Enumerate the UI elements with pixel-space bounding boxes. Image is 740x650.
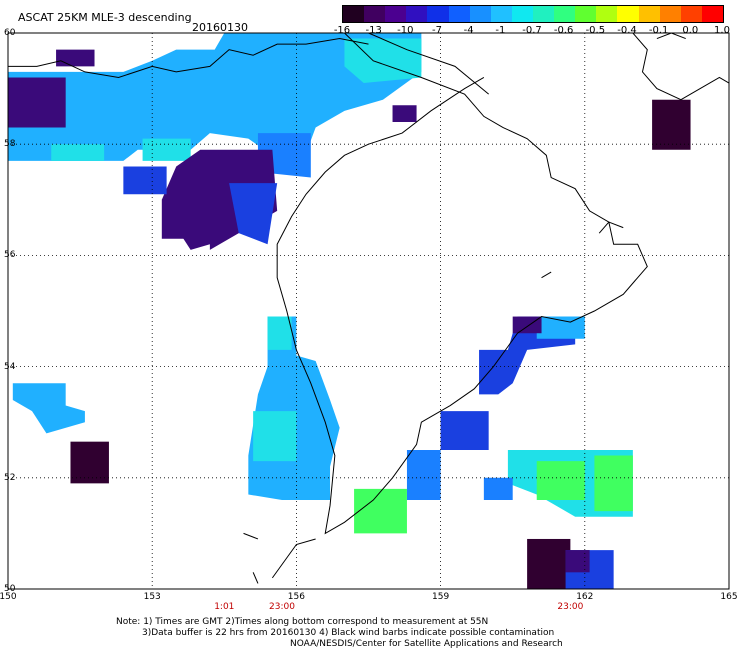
data-swaths [8,33,691,589]
wind-swath [392,105,417,122]
color-scale-swatch [680,6,702,22]
color-scale-swatch [448,6,470,22]
longitude-label: 159 [432,592,450,602]
lat-lon-grid [8,33,729,589]
coastline-segment [598,221,624,234]
color-scale-swatch [406,6,428,22]
color-scale-swatch [364,6,386,22]
color-scale-label: -0.1 [648,25,669,36]
note-line-1: Note: 1) Times are GMT 2)Times along bot… [116,617,489,627]
wind-cell [565,550,590,573]
time-label: 23:00 [557,602,584,612]
color-scale-swatch [532,6,555,22]
color-scale-label: -10 [397,25,414,36]
wind-cell [512,316,542,334]
color-scale-swatch [575,6,597,22]
note-line-2: 3)Data buffer is 22 hrs from 20160130 4)… [142,628,555,638]
color-scale-labels: -16 -13 -10 -7 -4 -1 -0.7 -0.6 -0.5 -0.4 -0.1 0.0 1.… [334,25,730,37]
color-scale-swatch [511,6,533,22]
color-scale-swatch [596,6,618,22]
color-scale-swatch [385,6,407,22]
latitude-label: 52 [4,472,16,483]
note-line-3: NOAA/NESDIS/Center for Satellite Applica… [290,639,563,649]
wind-swath [267,316,292,350]
wind-swath [229,183,278,245]
coastline-segment [252,572,259,584]
color-scale-label: -1 [495,25,506,36]
wind-swath [56,49,95,67]
coastline-segment [656,32,686,40]
color-scale-label: -0.7 [522,25,542,36]
color-scale-swatch [659,6,681,22]
wind-swath [123,166,167,195]
wind-swath [344,38,422,84]
color-scale-swatch [490,6,512,22]
wind-swath [51,144,105,161]
wind-swath [8,33,422,167]
color-scale-label: -4 [463,25,474,36]
coastline-segment [8,38,369,78]
product-date: 20160130 [192,21,248,34]
wind-swath [248,316,340,501]
longitude-label: 156 [287,592,305,602]
color-scale-swatch [554,6,576,22]
longitude-label: 162 [576,592,594,602]
color-scale-swatch [701,6,723,22]
time-label: 23:00 [269,602,295,612]
color-scale-label: 0.0 [682,25,699,36]
wind-swath [161,199,215,239]
wind-swath [406,450,441,501]
wind-swath [142,138,191,161]
coastline-segment [276,32,648,535]
color-scale-swatch [427,6,449,22]
map-frame [7,32,730,590]
color-scale-label: -0.4 [617,25,637,36]
longitude-label: 150 [0,592,17,602]
coastline-segment [243,532,259,540]
latitude-label: 56 [4,250,16,261]
longitude-label: 153 [143,592,161,602]
wind-swath [483,477,513,501]
latitude-label: 54 [4,361,16,372]
latitude-label: 60 [4,28,16,38]
wind-cell [652,99,691,150]
coastline-segment [271,538,316,579]
color-scale-label: -16 [333,25,351,36]
wind-swath [354,488,407,534]
color-scale-swatch [617,6,639,22]
color-scale-label: -0.6 [553,25,574,36]
color-scale-label: 1.0 [714,25,730,36]
wind-swath [440,411,489,450]
wind-swath [8,77,66,128]
wind-swath [536,316,585,339]
color-scale-label: -13 [365,25,382,36]
product-title: ASCAT 25KM MLE-3 descending [18,11,192,24]
color-scale-label: -7 [432,25,442,36]
wind-cell [70,441,109,484]
wind-swath [594,455,633,512]
wind-swath [536,461,585,501]
coastline-segment [368,32,489,95]
coastline-segment [541,271,552,279]
time-label: 1:01 [214,602,235,612]
wind-swath [253,411,297,462]
coastline-segment [632,32,730,101]
color-scale-swatch [638,6,660,22]
color-scale-label: -0.5 [585,25,606,36]
color-scale-bar [342,5,724,23]
latitude-label: 50 [4,584,16,594]
wind-swath [12,383,85,434]
longitude-label: 165 [720,592,738,602]
color-scale-swatch [343,6,365,22]
color-scale-swatch [469,6,491,22]
latitude-label: 58 [4,139,16,150]
wind-cell [527,538,571,589]
